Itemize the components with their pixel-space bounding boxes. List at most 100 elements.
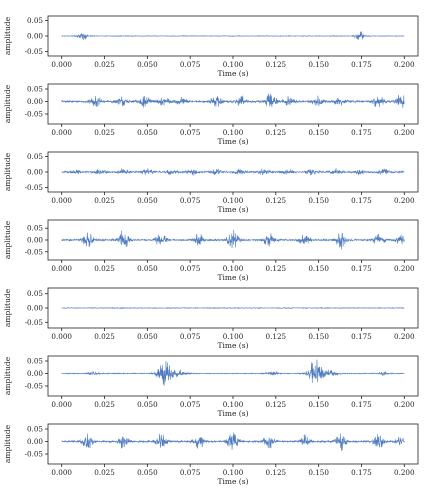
y-tick-label: 0.05: [27, 289, 43, 298]
y-tick-label: 0.05: [27, 224, 43, 233]
x-tick-label: 0.075: [180, 128, 201, 137]
x-tick-label: 0.100: [223, 400, 244, 409]
x-tick-label: 0.075: [180, 196, 201, 205]
x-tick-label: 0.050: [137, 332, 158, 341]
x-tick-label: 0.150: [308, 128, 329, 137]
y-tick-label: 0.00: [27, 437, 43, 446]
y-axis-label: amplitude: [3, 16, 12, 55]
y-tick-label: -0.05: [25, 450, 44, 459]
x-tick-label: 0.175: [351, 60, 372, 69]
y-tick-label: 0.05: [27, 357, 43, 366]
x-tick-label: 0.050: [137, 400, 158, 409]
y-axis-label: amplitude: [3, 152, 12, 191]
y-axis-label: amplitude: [3, 424, 12, 463]
y-axis-label: amplitude: [3, 84, 12, 123]
x-tick-label: 0.000: [51, 60, 72, 69]
x-tick-label: 0.025: [94, 400, 115, 409]
y-tick-label: 0.05: [27, 152, 43, 161]
y-tick-label: 0.05: [27, 425, 43, 434]
y-tick-label: 0.00: [27, 236, 43, 245]
x-tick-label: 0.000: [51, 128, 72, 137]
x-tick-label: 0.200: [394, 332, 415, 341]
subplot-1: 0.000 0.025 0.050 0.075 0.100 0.125 0.150 0.175…: [3, 15, 419, 78]
x-tick-label: 0.200: [394, 60, 415, 69]
x-tick-label: 0.000: [51, 264, 72, 273]
x-tick-label: 0.200: [394, 400, 415, 409]
x-tick-label: 0.200: [394, 128, 415, 137]
x-tick-label: 0.100: [223, 196, 244, 205]
x-tick-label: 0.125: [266, 264, 287, 273]
x-tick-label: 0.125: [266, 332, 287, 341]
x-tick-label: 0.050: [137, 196, 158, 205]
x-tick-label: 0.025: [94, 332, 115, 341]
x-tick-label: 0.125: [266, 196, 287, 205]
x-tick-label: 0.000: [51, 468, 72, 477]
x-tick-label: 0.025: [94, 468, 115, 477]
x-tick-label: 0.025: [94, 60, 115, 69]
y-tick-label: 0.05: [27, 85, 43, 94]
x-axis-label: Time (s): [217, 341, 248, 350]
x-tick-label: 0.150: [308, 468, 329, 477]
x-tick-label: 0.125: [266, 400, 287, 409]
x-tick-label: 0.150: [308, 196, 329, 205]
y-tick-label: -0.05: [25, 47, 44, 56]
x-tick-label: 0.175: [351, 128, 372, 137]
x-tick-label: 0.125: [266, 60, 287, 69]
x-tick-label: 0.000: [51, 400, 72, 409]
signal-line: [61, 359, 405, 386]
subplot-3: 0.000 0.025 0.050 0.075 0.100 0.125 0.150 0.175…: [3, 151, 419, 214]
x-tick-label: 0.200: [394, 196, 415, 205]
x-tick-label: 0.025: [94, 196, 115, 205]
x-tick-label: 0.025: [94, 128, 115, 137]
x-tick-label: 0.150: [308, 60, 329, 69]
x-axis-label: Time (s): [217, 409, 248, 418]
x-tick-label: 0.175: [351, 264, 372, 273]
x-axis-label: Time (s): [217, 273, 248, 282]
x-tick-label: 0.100: [223, 128, 244, 137]
x-tick-label: 0.025: [94, 264, 115, 273]
x-tick-label: 0.100: [223, 332, 244, 341]
x-tick-label: 0.200: [394, 468, 415, 477]
x-tick-label: 0.100: [223, 468, 244, 477]
x-tick-label: 0.175: [351, 400, 372, 409]
y-tick-label: 0.00: [27, 168, 43, 177]
y-tick-label: 0.05: [27, 16, 43, 25]
subplot-2: 0.000 0.025 0.050 0.075 0.100 0.125 0.150 0.175…: [3, 83, 419, 146]
signal-line: [61, 168, 405, 176]
signal-line: [61, 93, 405, 108]
y-axis-label: amplitude: [3, 288, 12, 327]
signal-line: [61, 229, 405, 250]
x-tick-label: 0.075: [180, 468, 201, 477]
x-tick-label: 0.050: [137, 60, 158, 69]
axes-frame: [47, 83, 419, 125]
x-tick-label: 0.050: [137, 264, 158, 273]
x-tick-label: 0.050: [137, 128, 158, 137]
x-tick-label: 0.050: [137, 468, 158, 477]
x-tick-label: 0.075: [180, 400, 201, 409]
x-axis-label: Time (s): [217, 137, 248, 146]
y-tick-label: 0.00: [27, 304, 43, 313]
y-tick-label: 0.00: [27, 97, 43, 106]
x-tick-label: 0.175: [351, 468, 372, 477]
signal-line: [61, 432, 405, 451]
x-tick-label: 0.075: [180, 60, 201, 69]
x-tick-label: 0.150: [308, 264, 329, 273]
subplot-5: 0.000 0.025 0.050 0.075 0.100 0.125 0.150 0.175…: [3, 287, 419, 350]
x-tick-label: 0.150: [308, 400, 329, 409]
y-tick-label: 0.00: [27, 369, 43, 378]
y-axis-label: amplitude: [3, 356, 12, 395]
y-tick-label: -0.05: [25, 382, 44, 391]
subplot-4: 0.000 0.025 0.050 0.075 0.100 0.125 0.150 0.175…: [3, 219, 419, 282]
x-tick-label: 0.000: [51, 332, 72, 341]
x-tick-label: 0.000: [51, 196, 72, 205]
x-tick-label: 0.100: [223, 264, 244, 273]
x-tick-label: 0.075: [180, 332, 201, 341]
y-tick-label: -0.05: [25, 183, 44, 192]
signal-line: [61, 31, 405, 41]
subplot-7: 0.000 0.025 0.050 0.075 0.100 0.125 0.150 0.175…: [3, 423, 419, 486]
subplot-6: 0.000 0.025 0.050 0.075 0.100 0.125 0.150 0.175…: [3, 355, 419, 418]
x-tick-label: 0.175: [351, 332, 372, 341]
y-tick-label: -0.05: [25, 318, 44, 327]
x-axis-label: Time (s): [217, 69, 248, 78]
